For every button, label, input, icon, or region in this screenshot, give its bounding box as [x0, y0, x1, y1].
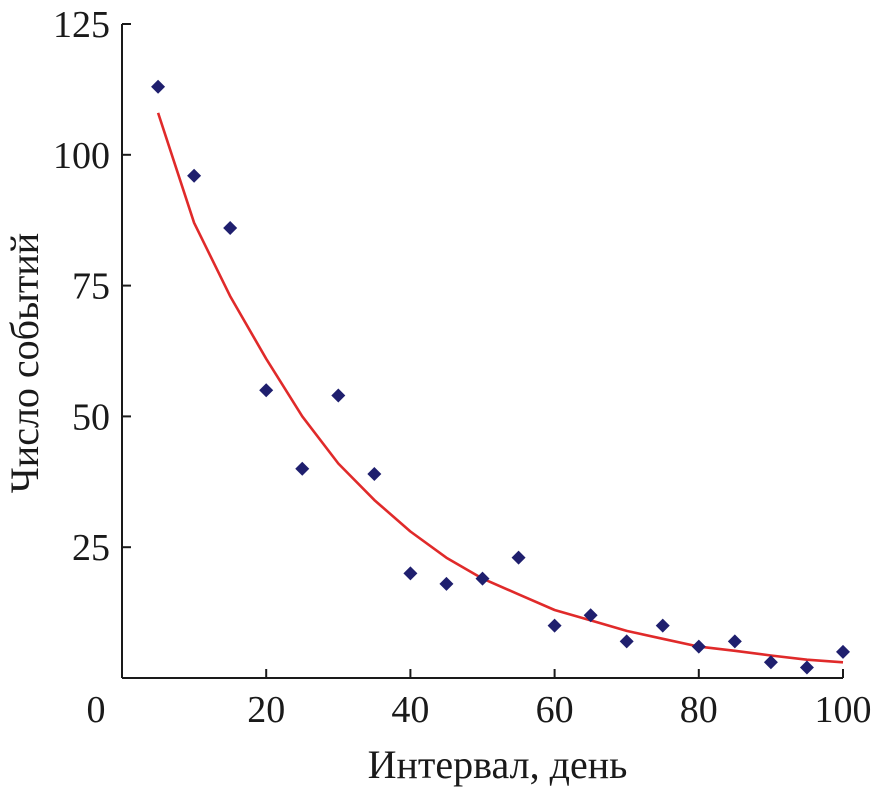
data-point [259, 383, 274, 398]
data-point [439, 576, 454, 591]
y-tick-label: 75 [72, 266, 110, 308]
fit-curve-layer [156, 112, 844, 664]
y-tick-label: 50 [72, 396, 110, 438]
fit-curve [156, 112, 844, 664]
y-axis-title: Число событий [2, 233, 47, 493]
data-points-layer [151, 79, 850, 675]
y-tick-label: 100 [53, 135, 110, 177]
data-point [187, 168, 202, 183]
x-tick-label: 80 [680, 689, 718, 731]
data-point [691, 639, 706, 654]
data-point [547, 618, 562, 633]
data-point [475, 571, 490, 586]
data-point [763, 655, 778, 670]
x-tick-label: 20 [247, 689, 285, 731]
tick-labels-layer: 25 50 75 100 125 0 20 40 60 80 100 [53, 4, 872, 731]
y-tick-label: 25 [72, 527, 110, 569]
data-point [836, 644, 850, 659]
x-tick-label: 100 [815, 689, 872, 731]
data-point [295, 461, 310, 476]
x-tick-label: 40 [391, 689, 429, 731]
x-tick-label: 0 [87, 689, 106, 731]
data-point [655, 618, 670, 633]
data-point [403, 566, 418, 581]
data-point [151, 79, 166, 94]
y-tick-label: 125 [53, 4, 110, 46]
axes [121, 23, 844, 679]
data-point [331, 388, 346, 403]
data-point [583, 608, 598, 623]
data-point [619, 634, 634, 649]
x-axis-title: Интервал, день [368, 742, 628, 787]
data-point [511, 550, 526, 565]
data-point [799, 660, 814, 675]
data-point [223, 221, 238, 236]
x-tick-label: 60 [536, 689, 574, 731]
data-point [367, 466, 382, 481]
data-point [727, 634, 742, 649]
